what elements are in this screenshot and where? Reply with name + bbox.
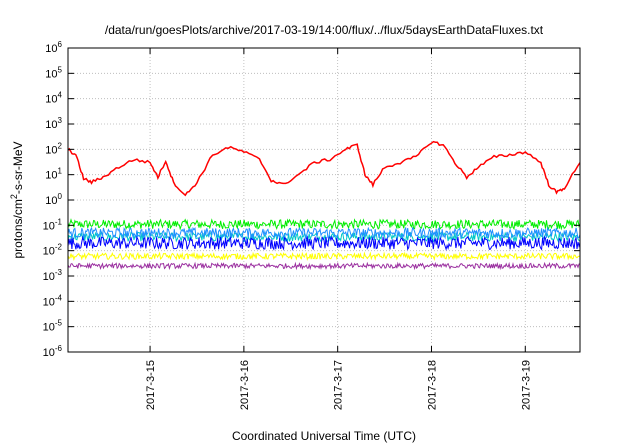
x-axis-label: Coordinated Universal Time (UTC) — [232, 429, 416, 443]
y-axis-label: protons/cm2-s-sr-MeV — [9, 141, 25, 258]
y-tick-label: 103 — [45, 116, 62, 131]
y-tick-label: 100 — [45, 192, 62, 207]
y-axis-label-sup: 2 — [9, 194, 19, 199]
chart-title: /data/run/goesPlots/archive/2017-03-19/1… — [105, 23, 544, 37]
grid-lines — [68, 48, 580, 352]
x-tick-label: 2017-3-17 — [333, 360, 345, 410]
series-line-7 — [67, 261, 581, 271]
y-tick-label: 105 — [45, 65, 62, 80]
x-tick-label: 2017-3-18 — [426, 360, 438, 410]
series-line-1 — [67, 140, 581, 197]
y-axis-label-pre: protons/cm — [11, 199, 25, 258]
y-tick-label: 10-6 — [43, 344, 63, 359]
y-tick-label: 10-2 — [43, 243, 63, 258]
axis-ticks: 10-6 10-5 10-4 10-3 10-2 10-1 100 101 102 103 104 1… — [43, 40, 580, 410]
series-line-4 — [67, 235, 581, 251]
y-tick-label: 104 — [45, 91, 62, 106]
series-line-6 — [67, 251, 581, 262]
y-tick-label: 10-4 — [43, 293, 63, 308]
y-tick-label: 10-3 — [43, 268, 63, 283]
y-tick-label: 106 — [45, 40, 62, 55]
x-tick-label: 2017-3-19 — [520, 360, 532, 410]
y-tick-label: 10-1 — [43, 217, 63, 232]
y-axis-label-post: -s-sr-MeV — [11, 141, 25, 194]
y-tick-label: 101 — [45, 167, 62, 182]
plot-area — [67, 140, 581, 271]
x-tick-label: 2017-3-16 — [239, 360, 251, 410]
y-tick-label: 10-5 — [43, 319, 63, 334]
y-tick-label: 102 — [45, 141, 62, 156]
series-line-2 — [67, 218, 581, 231]
series-line-5 — [67, 226, 581, 240]
x-tick-label: 2017-3-15 — [145, 360, 157, 410]
